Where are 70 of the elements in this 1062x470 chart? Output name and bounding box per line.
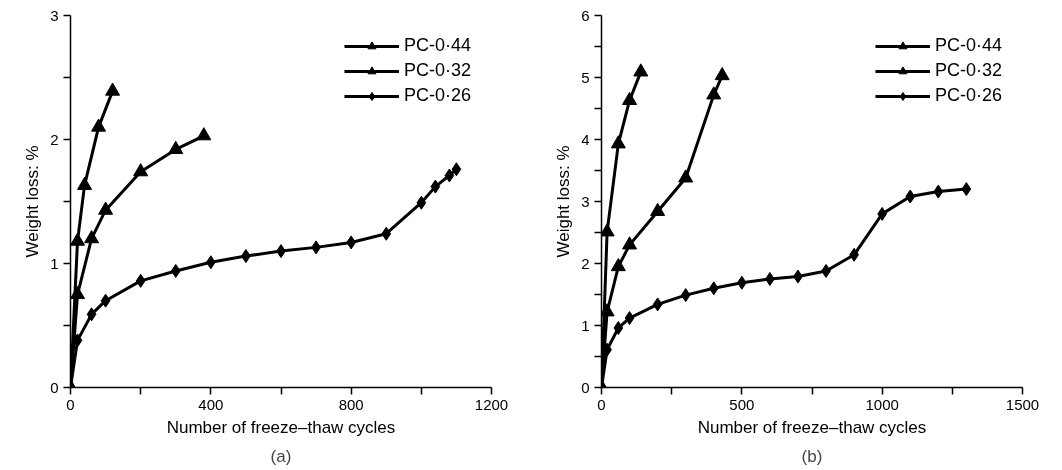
point [601, 303, 615, 317]
point [601, 223, 615, 237]
point [678, 169, 694, 183]
point [170, 263, 181, 278]
point [133, 163, 149, 177]
y-tick-label: 0 [581, 378, 590, 396]
y-tick-label: 3 [50, 6, 59, 24]
point [416, 195, 427, 210]
point [86, 307, 97, 322]
point [650, 202, 666, 216]
x-tick-label: 1000 [865, 395, 899, 413]
point [905, 189, 916, 204]
point [610, 135, 626, 149]
point [652, 297, 663, 312]
point [624, 311, 635, 326]
x-tick-label: 0 [66, 395, 75, 413]
point [430, 179, 441, 194]
x-tick-label: 1500 [1005, 395, 1040, 413]
x-tick-label: 0 [597, 395, 606, 413]
legend-label: PC-0·26 [403, 85, 471, 106]
point [633, 63, 649, 77]
point [961, 182, 972, 197]
point [70, 232, 86, 246]
point [708, 281, 719, 296]
y-tick-label: 5 [581, 68, 590, 86]
point [135, 273, 146, 288]
legend-label: PC-0·44 [934, 35, 1002, 56]
legend-label: PC-0·32 [934, 60, 1002, 81]
y-axis-title: Weight loss: % [554, 145, 574, 258]
y-tick-label: 1 [50, 254, 59, 272]
point [933, 184, 944, 199]
text: (a) [270, 446, 292, 466]
point [77, 176, 93, 190]
x-tick-label: 1200 [474, 395, 509, 413]
y-axis-title: Weight loss: % [23, 145, 43, 258]
point [381, 226, 392, 241]
y-tick-label: 4 [581, 130, 590, 148]
legend-label: PC-0·26 [934, 85, 1002, 106]
point [70, 285, 86, 300]
point [451, 162, 462, 177]
point [100, 293, 111, 308]
point [196, 127, 212, 141]
point [622, 91, 638, 105]
x-tick-label: 800 [338, 395, 364, 413]
y-tick-label: 3 [581, 192, 590, 210]
point [105, 82, 121, 96]
point [444, 168, 455, 183]
legend-label: PC-0·32 [403, 60, 471, 81]
point [610, 258, 626, 272]
point [168, 140, 184, 154]
y-tick-label: 0 [50, 378, 59, 396]
point [84, 230, 100, 244]
legend-label: PC-0·44 [403, 35, 471, 56]
x-tick-label: 500 [729, 395, 755, 413]
point [680, 288, 691, 303]
y-tick-label: 6 [581, 6, 590, 24]
y-tick-label: 2 [50, 130, 59, 148]
text: (b) [801, 446, 823, 466]
x-axis-title: Number of freeze–thaw cycles [166, 417, 396, 437]
point [91, 118, 107, 132]
y-tick-label: 2 [581, 254, 590, 272]
point [765, 272, 775, 286]
y-tick-label: 1 [581, 316, 590, 334]
point [706, 86, 722, 100]
x-tick-label: 400 [198, 395, 224, 413]
point [714, 67, 730, 81]
point [622, 236, 638, 250]
x-axis-title: Number of freeze–thaw cycles [697, 417, 927, 437]
point [98, 201, 114, 215]
point [613, 320, 624, 335]
